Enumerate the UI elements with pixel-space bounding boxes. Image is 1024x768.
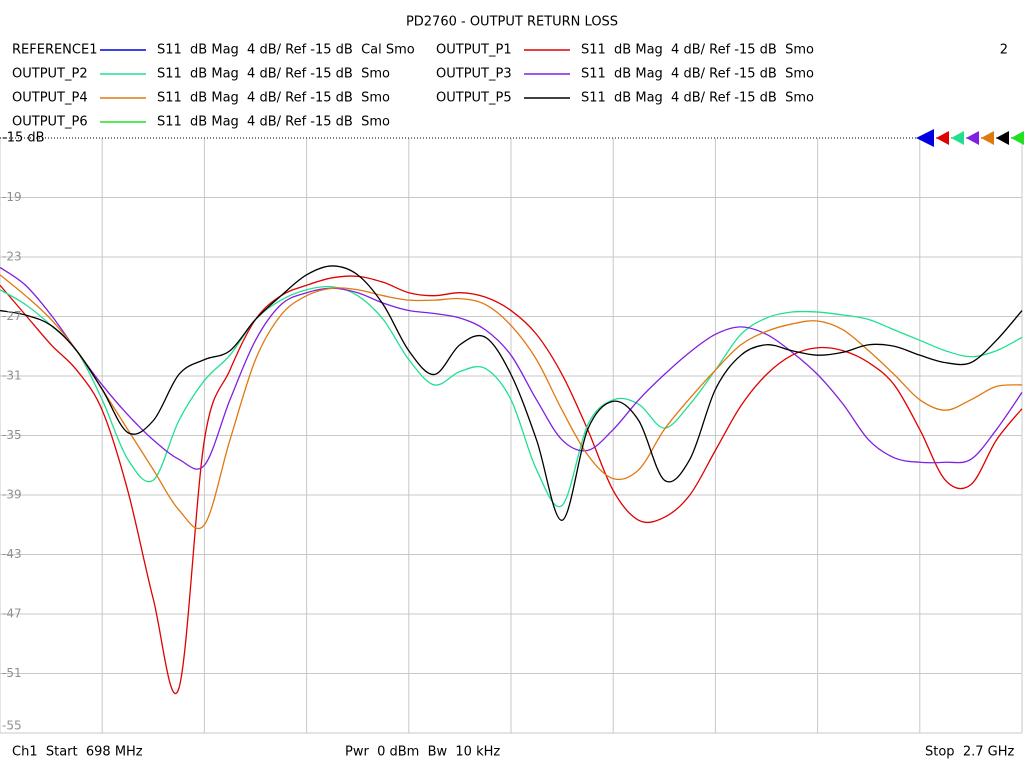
trace-line [0, 275, 1023, 695]
legend-name: OUTPUT_P5 [436, 91, 512, 106]
trace-marker [996, 131, 1009, 145]
legend-name: OUTPUT_P3 [436, 67, 512, 82]
legend-name: OUTPUT_P4 [12, 91, 88, 106]
legend-name: OUTPUT_P6 [12, 115, 88, 130]
legend-format: S11 dB Mag 4 dB/ Ref -15 dB Smo [157, 91, 390, 106]
trace-marker [966, 131, 979, 145]
overlay: -15 dB -19 -23 -27 -31 -35 -39 -43 -47 -51 -55 REFE… [0, 43, 1024, 733]
trace-line [0, 266, 1023, 470]
y-tick-label: -27 [2, 309, 22, 323]
trace-marker [981, 131, 994, 145]
trace-line [0, 274, 1023, 530]
y-tick-label: -35 [2, 428, 22, 442]
legend-format: S11 dB Mag 4 dB/ Ref -15 dB Smo [157, 67, 390, 82]
footer-stop: Stop 2.7 GHz [925, 745, 1014, 760]
y-tick-label: -19 [2, 190, 22, 204]
footer-start: Ch1 Start 698 MHz [12, 745, 143, 760]
chart-title: PD2760 - OUTPUT RETURN LOSS [406, 15, 618, 30]
trace-line [0, 265, 1023, 521]
y-tick-label: -51 [2, 666, 22, 680]
legend-format: S11 dB Mag 4 dB/ Ref -15 dB Smo [581, 91, 814, 106]
y-tick-label: -47 [2, 607, 22, 621]
trace-marker [936, 131, 949, 145]
trace-marker [951, 131, 964, 145]
trace-marker [916, 129, 934, 147]
legend-name: OUTPUT_P2 [12, 67, 88, 82]
y-tick-label: -55 [2, 719, 22, 733]
y-tick-label: -15 dB [2, 131, 45, 146]
footer-power: Pwr 0 dBm Bw 10 kHz [345, 745, 500, 760]
traces [0, 265, 1023, 695]
y-tick-label: -43 [2, 547, 22, 561]
legend-format: S11 dB Mag 4 dB/ Ref -15 dB Smo [581, 67, 814, 82]
grid [0, 138, 1023, 734]
legend-format: S11 dB Mag 4 dB/ Ref -15 dB Cal Smo [157, 43, 415, 58]
legend-format: S11 dB Mag 4 dB/ Ref -15 dB Smo [581, 43, 814, 58]
trace-line [0, 285, 1023, 508]
y-tick-label: -31 [2, 369, 22, 383]
legend-name: OUTPUT_P1 [436, 43, 512, 58]
legend-name: REFERENCE1 [12, 43, 97, 58]
corner-label: 2 [1000, 43, 1008, 58]
trace-marker [1011, 131, 1024, 145]
y-tick-label: -39 [2, 488, 22, 502]
legend-format: S11 dB Mag 4 dB/ Ref -15 dB Smo [157, 115, 390, 130]
y-tick-label: -23 [2, 250, 22, 264]
